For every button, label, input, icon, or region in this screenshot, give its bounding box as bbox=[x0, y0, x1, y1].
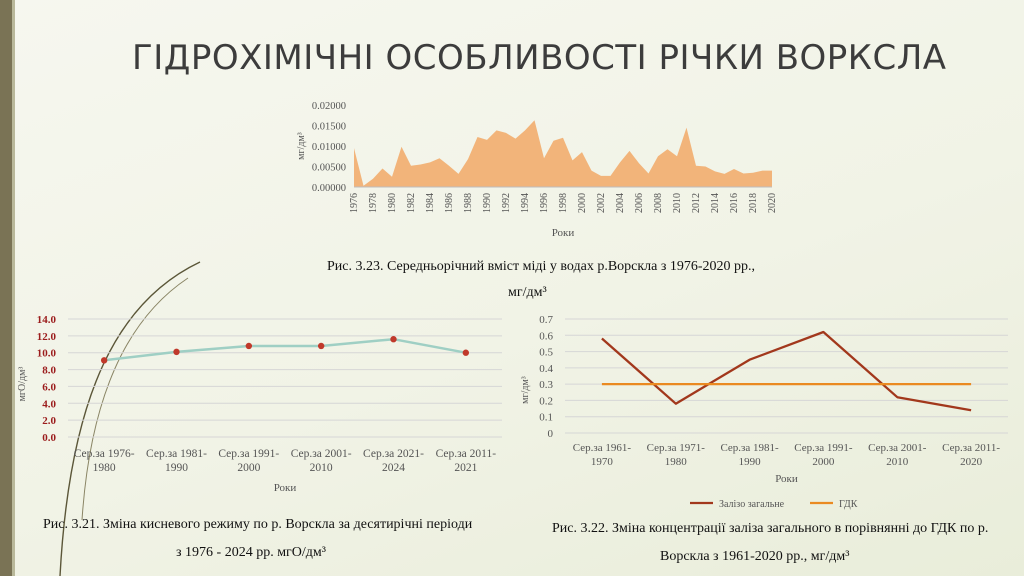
iron-y-tick-label: 0.6 bbox=[539, 330, 553, 342]
oxygen-caption-unit: з 1976 - 2024 рр. мгО/дм³ bbox=[176, 545, 326, 560]
copper-x-tick-label: 1998 bbox=[558, 193, 569, 213]
oxygen-y-tick-label: 14.0 bbox=[37, 314, 57, 326]
oxygen-x-tick-label: Сер.за 2011-2021 bbox=[436, 448, 497, 474]
iron-x-tick-label: Сер.за 1961-1970 bbox=[573, 442, 632, 468]
copper-y-axis-label: мг/дм³ bbox=[296, 132, 307, 160]
iron-caption: Рис. 3.22. Зміна концентрації заліза заг… bbox=[552, 521, 989, 536]
copper-x-tick-label: 1982 bbox=[406, 193, 417, 213]
oxygen-y-tick-label: 6.0 bbox=[42, 381, 56, 393]
sidebar-bar bbox=[0, 0, 12, 576]
copper-x-tick-label: 1994 bbox=[520, 193, 531, 213]
iron-y-tick-label: 0 bbox=[548, 428, 554, 440]
copper-area-series bbox=[354, 120, 772, 187]
copper-x-axis-label: Роки bbox=[552, 227, 575, 239]
copper-x-tick-label: 2008 bbox=[653, 193, 664, 213]
copper-x-tick-label: 2012 bbox=[691, 193, 702, 213]
copper-y-tick-label: 0.01000 bbox=[312, 142, 346, 153]
copper-x-tick-label: 2004 bbox=[615, 193, 626, 213]
oxygen-x-tick-label: Сер.за 1976-1980 bbox=[74, 448, 135, 474]
iron-series-line bbox=[601, 330, 972, 412]
oxygen-y-tick-label: 8.0 bbox=[42, 365, 56, 377]
copper-x-tick-label: 1980 bbox=[387, 193, 398, 213]
oxygen-series-line bbox=[104, 337, 467, 362]
oxygen-y-tick-label: 10.0 bbox=[37, 348, 57, 360]
oxygen-caption: Рис. 3.21. Зміна кисневого режиму по р. … bbox=[43, 517, 473, 532]
copper-x-tick-label: 2010 bbox=[672, 193, 683, 213]
oxygen-x-tick-label: Сер.за 2021-2024 bbox=[363, 448, 424, 474]
oxygen-line-chart: 0.0 2.0 4.0 6.0 8.0 10.0 12.0 14.0 Сер.за 1976-1… bbox=[17, 314, 502, 494]
oxygen-y-tick-label: 12.0 bbox=[37, 331, 57, 343]
oxygen-data-point bbox=[173, 348, 180, 356]
copper-x-tick-label: 2006 bbox=[634, 193, 645, 213]
copper-x-tick-label: 1990 bbox=[482, 193, 493, 213]
copper-y-tick-label: 0.00000 bbox=[312, 183, 346, 194]
copper-y-tick-label: 0.01500 bbox=[312, 122, 346, 133]
oxygen-x-axis-label: Роки bbox=[274, 482, 297, 494]
copper-caption: Рис. 3.23. Середньорічний вміст міді у в… bbox=[327, 259, 756, 274]
copper-y-tick-label: 0.02000 bbox=[312, 101, 346, 112]
iron-y-tick-label: 0.1 bbox=[539, 412, 553, 424]
copper-x-tick-label: 2018 bbox=[748, 193, 759, 213]
oxygen-x-tick-label: Сер.за 2001-2010 bbox=[291, 448, 352, 474]
copper-x-tick-label: 1996 bbox=[539, 193, 550, 213]
oxygen-x-tick-label: Сер.за 1981-1990 bbox=[146, 448, 207, 474]
iron-x-tick-label: Сер.за 2011-2020 bbox=[942, 442, 1000, 468]
copper-x-tick-label: 1988 bbox=[463, 193, 474, 213]
copper-x-tick-label: 1978 bbox=[368, 193, 379, 213]
copper-y-tick-label: 0.00500 bbox=[312, 163, 346, 174]
oxygen-data-point bbox=[462, 349, 470, 356]
iron-line-chart: 0 0.1 0.2 0.3 0.4 0.5 0.6 0.7 Сер.за 1961-1970 Се… bbox=[520, 314, 1008, 510]
legend-iron-label: Залізо загальне bbox=[719, 499, 785, 510]
oxygen-data-point bbox=[100, 357, 108, 364]
copper-x-tick-label: 1992 bbox=[501, 193, 512, 213]
oxygen-y-axis-label: мгО/дм³ bbox=[17, 367, 28, 402]
oxygen-y-tick-label: 4.0 bbox=[42, 398, 56, 410]
iron-x-tick-label: Сер.за 1971-1980 bbox=[647, 442, 706, 468]
iron-x-tick-label: Сер.за 1991-2000 bbox=[794, 442, 853, 468]
iron-y-tick-label: 0.5 bbox=[539, 347, 553, 359]
copper-x-tick-label: 2020 bbox=[767, 193, 778, 213]
oxygen-x-tick-label: Сер.за 1991-2000 bbox=[218, 448, 279, 474]
copper-caption-unit: мг/дм³ bbox=[508, 285, 547, 300]
iron-x-axis-label: Роки bbox=[775, 473, 798, 485]
oxygen-y-tick-label: 0.0 bbox=[42, 432, 56, 444]
iron-y-tick-label: 0.7 bbox=[539, 314, 553, 326]
copper-x-tick-label: 2014 bbox=[710, 193, 721, 213]
copper-area-chart: 0.00000 0.00500 0.01000 0.01500 0.02000 1976 1… bbox=[296, 101, 778, 239]
copper-x-tick-label: 1986 bbox=[444, 193, 455, 213]
oxygen-data-point bbox=[317, 342, 325, 350]
iron-y-tick-label: 0.3 bbox=[539, 379, 553, 391]
copper-x-tick-label: 2000 bbox=[577, 193, 588, 213]
iron-caption-unit: Ворскла з 1961-2020 рр., мг/дм³ bbox=[660, 549, 850, 564]
oxygen-data-point bbox=[390, 336, 397, 343]
page-title: ГІДРОХІМІЧНІ ОСОБЛИВОСТІ РІЧКИ ВОРКСЛА bbox=[132, 38, 947, 78]
oxygen-y-tick-label: 2.0 bbox=[42, 415, 56, 427]
legend-gdk-label: ГДК bbox=[839, 499, 858, 510]
copper-x-tick-label: 2002 bbox=[596, 193, 607, 213]
copper-x-tick-label: 1984 bbox=[425, 193, 436, 213]
sidebar-accent bbox=[12, 0, 15, 576]
iron-y-tick-label: 0.2 bbox=[539, 395, 553, 407]
copper-x-tick-label: 1976 bbox=[349, 193, 360, 213]
oxygen-data-point bbox=[245, 342, 253, 350]
iron-y-axis-label: мг/дм³ bbox=[520, 376, 531, 404]
iron-x-tick-label: Сер.за 1981-1990 bbox=[720, 442, 779, 468]
copper-x-tick-label: 2016 bbox=[729, 193, 740, 213]
iron-y-tick-label: 0.4 bbox=[539, 363, 553, 375]
iron-x-tick-label: Сер.за 2001-2010 bbox=[868, 442, 927, 468]
